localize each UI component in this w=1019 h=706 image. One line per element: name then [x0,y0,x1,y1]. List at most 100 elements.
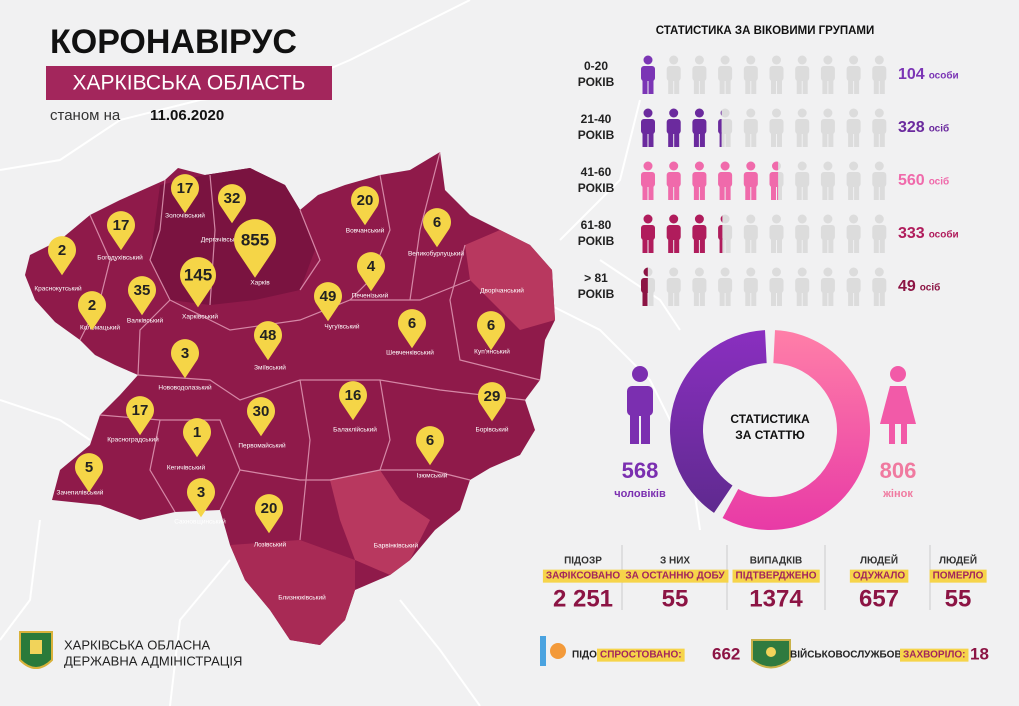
case-pin [339,381,368,421]
case-pin [74,453,104,493]
person-body [769,278,784,293]
gender-title: СТАТИСТИКА ЗА СТАТТЮ [730,412,810,442]
district-name: Печенізький [352,292,389,300]
person-body [641,119,655,134]
person-leg [777,238,782,253]
case-pin [106,211,135,251]
person-leg [822,79,828,94]
age-title: СТАТИСТИКА ЗА ВІКОВИМИ ГРУПАМИ [656,25,875,37]
person-leg [648,132,654,147]
case-count: 49 [320,288,337,305]
person-leg [771,185,776,200]
district-name: Барвінківський [374,542,419,550]
head [632,366,648,382]
case-pin [254,321,282,361]
district-name: Харківський [182,313,218,321]
person-leg [751,185,757,200]
person-leg [745,238,751,253]
person-icon [666,161,681,200]
label-highlight [597,648,685,662]
total-label-highlight: ПІДТВЕРДЖЕНО [736,571,817,582]
person-head [694,214,704,224]
person-head [823,55,833,65]
district-name: Харків [250,279,270,287]
person-leg [854,238,860,253]
person-leg [879,291,885,306]
total-value: 55 [945,585,972,612]
person-head [849,55,859,65]
person-icon [718,110,722,147]
person-leg [674,238,680,253]
person-leg [771,132,776,147]
total-value: 55 [662,585,689,612]
case-count: 1 [193,424,201,441]
person-body [846,278,861,293]
case-pin [255,494,283,534]
age-bar [641,108,722,147]
person-body [846,225,861,240]
person-body [692,172,707,187]
person-body [820,66,835,81]
person-leg [648,185,654,200]
person-icon [641,108,655,147]
person-body [641,172,655,187]
case-count: 145 [184,265,212,284]
person-icon [692,214,707,253]
person-leg [699,132,705,147]
person-head [720,55,730,65]
person-leg [699,291,705,306]
person-leg [699,79,705,94]
age-value-unit: осіб [929,123,950,135]
case-count: 6 [433,214,441,231]
district-name: Куп'янський [474,348,510,356]
person-body [718,119,722,134]
extra-label-highlight: СПРОСТОВАНО: [600,650,682,661]
person-leg [796,238,802,253]
person-icon [718,215,723,253]
person-head [874,108,884,118]
person-leg [699,185,705,200]
person-leg [693,132,699,147]
person-leg [848,238,854,253]
person-body [872,66,887,81]
person-leg [796,79,802,94]
person-body [820,119,835,134]
person-body [846,172,861,187]
case-pin [183,418,211,458]
person-body [718,172,733,187]
age-unit: РОКІВ [578,75,615,89]
extra-label: ПІДОЗР [572,650,610,661]
person-head [643,55,653,65]
neighbour-borders [0,0,701,706]
person-head [643,161,653,171]
person-body [795,278,810,293]
person-head [772,214,781,224]
head [890,366,906,382]
person-leg [668,185,674,200]
person-icon [641,161,655,200]
person-leg [745,79,751,94]
person-body [872,119,887,134]
person-head [772,108,781,118]
person-leg [648,291,654,306]
district-name: Нововодолазький [158,384,212,392]
district-name: Зачепилівський [57,489,104,497]
date-prefix: станом на [50,107,121,124]
person-head [694,55,704,65]
person-leg [777,185,779,200]
person-leg [802,238,808,253]
age-value: 328 [898,119,925,136]
district-name: Дергачівський [201,236,244,244]
extra-label-highlight: ЗАХВОРІЛО: [903,650,965,661]
person-body [795,119,810,134]
case-pin [247,397,275,437]
person-body [666,119,681,134]
district-name: Коломацький [80,324,120,332]
person-leg [745,132,751,147]
case-count: 6 [426,432,434,449]
district-name: Борівський [475,426,508,434]
person-body [769,172,779,187]
age-value-unit: осіб [920,282,941,294]
person-head [720,161,730,171]
person-body [820,278,835,293]
